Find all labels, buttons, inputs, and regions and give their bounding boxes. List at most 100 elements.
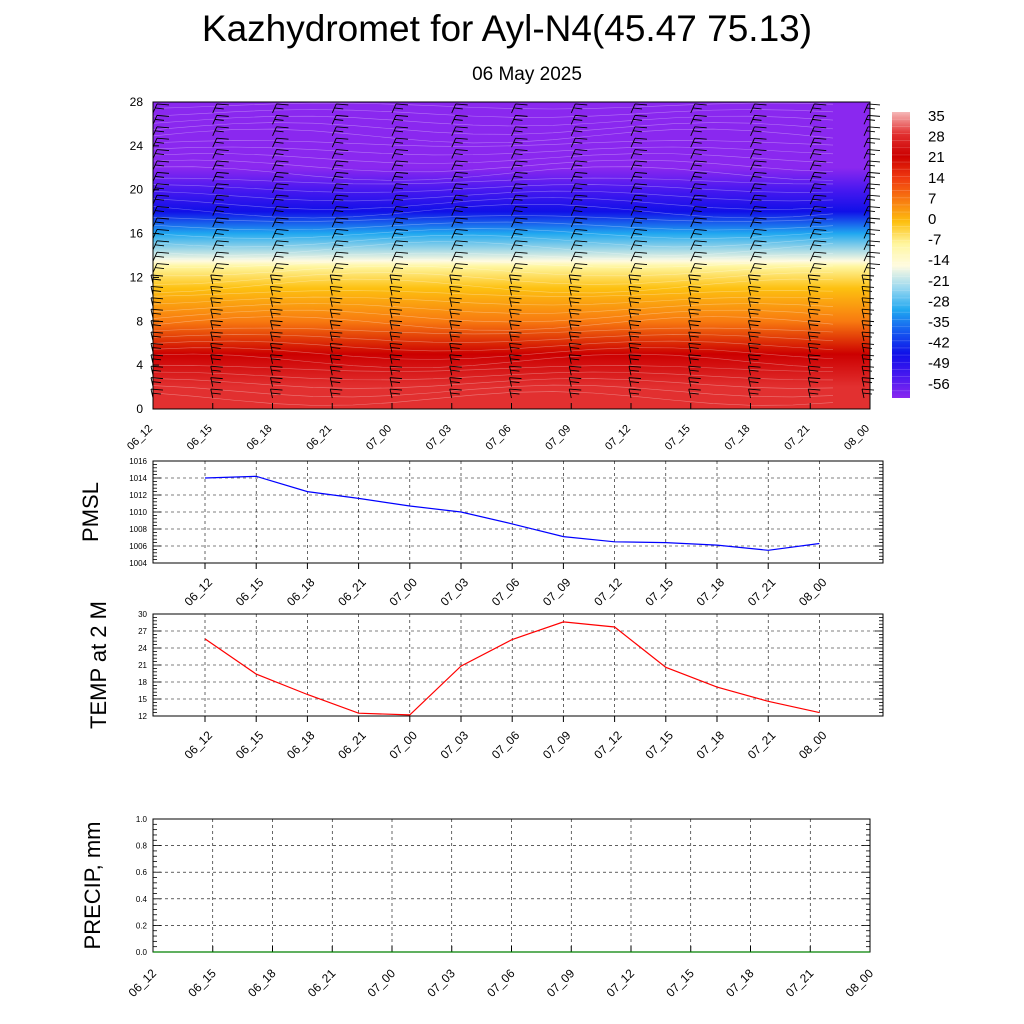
wind-barb (391, 103, 409, 114)
wind-barb (391, 114, 409, 125)
contour-line (152, 353, 834, 369)
wind-barb (807, 354, 821, 364)
contour-line (152, 228, 834, 239)
y-tick-label: 0.4 (136, 895, 148, 904)
wind-barb (807, 365, 821, 376)
wind-barb (628, 331, 642, 342)
wind-barb (568, 274, 582, 285)
x-tick-label: 06_21 (305, 966, 339, 1000)
wind-barb (270, 365, 283, 376)
colorbar-label: -49 (928, 355, 950, 372)
wind-barb (212, 263, 229, 273)
colorbar: 35 28 21 14 7 0 -7 -14 -21 -28 -35 -42 -49 -56 (892, 108, 950, 398)
wind-barb (690, 160, 707, 171)
wind-barb (511, 228, 528, 239)
contour-line (152, 391, 834, 406)
wind-barb (152, 240, 170, 250)
y-tick-label: 0 (136, 402, 143, 416)
wind-barb (210, 354, 223, 364)
wind-barb (750, 194, 767, 205)
y-tick-label: 8 (136, 314, 143, 328)
wind-barb (809, 114, 827, 125)
wind-barb (690, 228, 707, 239)
wind-barb (451, 126, 468, 136)
wind-barb (568, 365, 582, 376)
wind-barb (570, 194, 588, 205)
wind-barb (451, 228, 468, 239)
colorbar-scale (892, 112, 910, 398)
wind-barb (270, 342, 283, 353)
contour-line (152, 378, 834, 389)
wind-barb (628, 354, 642, 364)
wind-barb (152, 251, 170, 262)
y-tick-label: 27 (138, 627, 147, 636)
y-tick-label: 1006 (129, 542, 147, 551)
y-tick-label: 1016 (129, 457, 147, 466)
wind-barb (690, 251, 707, 262)
y-tick-label: 1004 (129, 559, 147, 568)
x-tick-label: 07_18 (723, 423, 753, 453)
wind-barb (568, 308, 582, 319)
wind-barb (451, 137, 468, 148)
wind-barb (391, 149, 409, 159)
contour-line (152, 365, 834, 372)
wind-barb (331, 103, 349, 114)
wind-barb (212, 251, 229, 262)
wind-barb (748, 320, 761, 330)
wind-barb (809, 194, 827, 205)
wind-barb (688, 365, 701, 376)
y-tick-label: 0.8 (136, 842, 148, 851)
wind-barb (750, 240, 767, 250)
wind-barb (690, 183, 707, 193)
wind-barb (690, 194, 707, 205)
wind-barb (272, 160, 289, 171)
contour-line (152, 309, 834, 323)
wind-barb (270, 297, 283, 307)
wind-barb (690, 126, 707, 136)
x-tick-label: 07_06 (489, 575, 523, 609)
wind-barb (807, 297, 821, 307)
colorbar-label: -35 (928, 314, 950, 331)
contour-line (152, 159, 834, 173)
wind-barb (688, 331, 701, 342)
wind-barb (451, 160, 468, 171)
wind-barb (628, 365, 642, 376)
y-tick-label: 12 (138, 712, 147, 721)
x-tick-label: 06_15 (233, 575, 267, 609)
wind-barb (331, 114, 349, 125)
wind-barb (690, 217, 707, 228)
x-tick-label: 07_21 (783, 966, 817, 1000)
wind-barb (568, 377, 582, 387)
wind-barb (628, 297, 642, 307)
wind-barb (210, 297, 223, 307)
contour-line (152, 115, 834, 127)
wind-barb (331, 194, 349, 205)
temperature-field (153, 102, 870, 409)
y-tick-label: 20 (130, 183, 144, 197)
wind-barb (750, 251, 767, 262)
wind-barb (568, 331, 582, 342)
wind-barb (270, 354, 283, 364)
wind-barb (809, 217, 827, 228)
wind-barb (570, 114, 588, 125)
contour-line (152, 184, 834, 193)
wind-barb (750, 137, 767, 148)
wind-barb (272, 251, 289, 262)
wind-barb (451, 194, 468, 205)
wind-barb (272, 103, 289, 114)
wind-barb (750, 263, 767, 273)
wind-barb (750, 183, 767, 193)
wind-barb (630, 160, 648, 171)
x-tick-label: 08_00 (796, 728, 830, 762)
x-tick-label: 07_15 (663, 966, 697, 1000)
x-tick-label: 06_21 (304, 423, 334, 453)
wind-barb (690, 114, 707, 125)
wind-barb (152, 183, 170, 193)
wind-barb (748, 388, 761, 399)
wind-barb (389, 388, 403, 399)
y-axis-label: PMSL (78, 482, 103, 542)
x-tick-label: 07_12 (603, 423, 633, 453)
wind-barbs (150, 103, 881, 399)
wind-barb (809, 137, 827, 148)
contour-line (152, 128, 834, 144)
